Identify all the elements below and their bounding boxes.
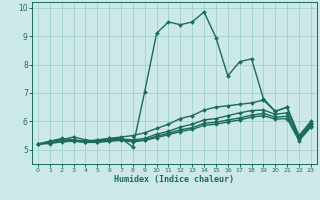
X-axis label: Humidex (Indice chaleur): Humidex (Indice chaleur) <box>115 175 234 184</box>
